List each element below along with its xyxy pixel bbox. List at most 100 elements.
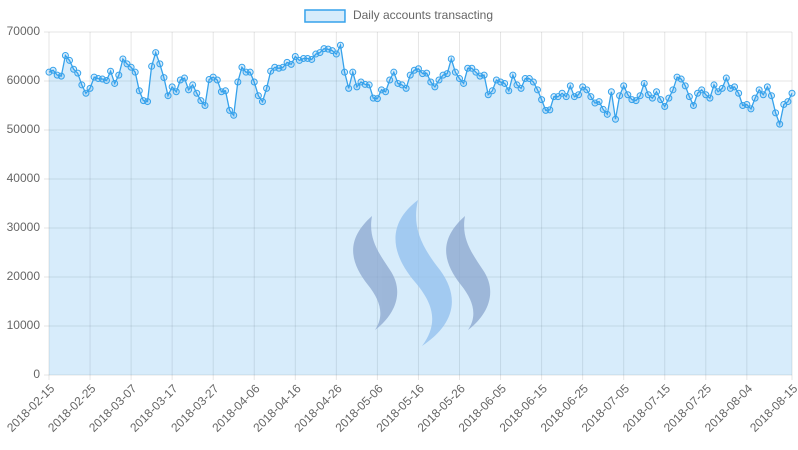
legend-swatch xyxy=(304,9,346,23)
point xyxy=(131,68,139,76)
point xyxy=(402,84,410,92)
point xyxy=(180,74,188,82)
point xyxy=(575,91,583,99)
point xyxy=(776,120,784,128)
point xyxy=(731,83,739,91)
point xyxy=(689,102,697,109)
point xyxy=(624,91,632,99)
point xyxy=(706,94,714,102)
y-tick-label: 70000 xyxy=(7,24,41,38)
point xyxy=(226,106,234,114)
point xyxy=(349,68,357,76)
point xyxy=(78,81,86,89)
point xyxy=(258,98,266,106)
point xyxy=(373,95,381,103)
point xyxy=(772,109,780,117)
point xyxy=(238,63,246,71)
point xyxy=(222,87,230,95)
point xyxy=(710,81,718,89)
point xyxy=(336,41,344,49)
point xyxy=(747,105,755,113)
point xyxy=(353,83,361,91)
point xyxy=(160,74,168,82)
point xyxy=(66,56,74,64)
point xyxy=(451,68,459,76)
point xyxy=(767,92,775,100)
point xyxy=(185,86,193,94)
point xyxy=(193,89,201,97)
point xyxy=(632,97,640,105)
point xyxy=(460,79,468,87)
point xyxy=(213,76,221,84)
point xyxy=(168,83,176,91)
point xyxy=(669,86,677,94)
point xyxy=(611,115,619,123)
point xyxy=(234,78,242,86)
point xyxy=(603,110,611,118)
point xyxy=(57,72,65,80)
point xyxy=(164,92,172,100)
point xyxy=(784,98,792,106)
point xyxy=(70,65,78,73)
point xyxy=(685,93,693,101)
point xyxy=(443,70,451,78)
point xyxy=(49,66,57,74)
point xyxy=(144,98,152,106)
point xyxy=(74,69,82,77)
point xyxy=(484,91,492,99)
point xyxy=(759,91,767,99)
point xyxy=(201,102,209,109)
point xyxy=(111,79,119,87)
point xyxy=(501,79,509,87)
point xyxy=(653,88,661,96)
point xyxy=(538,96,546,104)
point xyxy=(562,93,570,101)
point xyxy=(386,76,394,84)
point xyxy=(681,82,689,90)
point xyxy=(509,71,517,79)
point xyxy=(735,89,743,97)
point xyxy=(135,87,143,95)
point xyxy=(382,88,390,96)
point xyxy=(620,82,628,90)
point xyxy=(427,78,435,86)
area xyxy=(49,45,792,375)
legend: Daily accounts transacting xyxy=(304,8,493,23)
point xyxy=(607,88,615,96)
point xyxy=(455,75,463,83)
point xyxy=(743,101,751,109)
point xyxy=(566,82,574,90)
point xyxy=(414,65,422,73)
point xyxy=(595,98,603,106)
point xyxy=(250,78,258,86)
point xyxy=(661,102,669,110)
y-tick-label: 40000 xyxy=(7,171,41,185)
point xyxy=(533,86,541,94)
point xyxy=(599,105,607,113)
point xyxy=(763,83,771,91)
point xyxy=(636,92,644,100)
point xyxy=(254,92,262,100)
point xyxy=(197,97,205,105)
point xyxy=(423,69,431,77)
point xyxy=(517,84,525,92)
point xyxy=(698,86,706,94)
point xyxy=(279,63,287,71)
point xyxy=(365,81,373,89)
point xyxy=(616,92,624,100)
point xyxy=(316,49,324,57)
point xyxy=(287,60,295,68)
point xyxy=(119,55,127,63)
point xyxy=(480,71,488,79)
point xyxy=(722,74,730,82)
point xyxy=(82,89,90,97)
point xyxy=(665,94,673,102)
point xyxy=(755,86,763,94)
watermark-logo xyxy=(353,200,491,346)
point xyxy=(332,50,340,58)
y-tick-label: 30000 xyxy=(7,220,41,234)
point xyxy=(390,68,398,76)
point xyxy=(341,68,349,76)
point xyxy=(587,93,595,101)
